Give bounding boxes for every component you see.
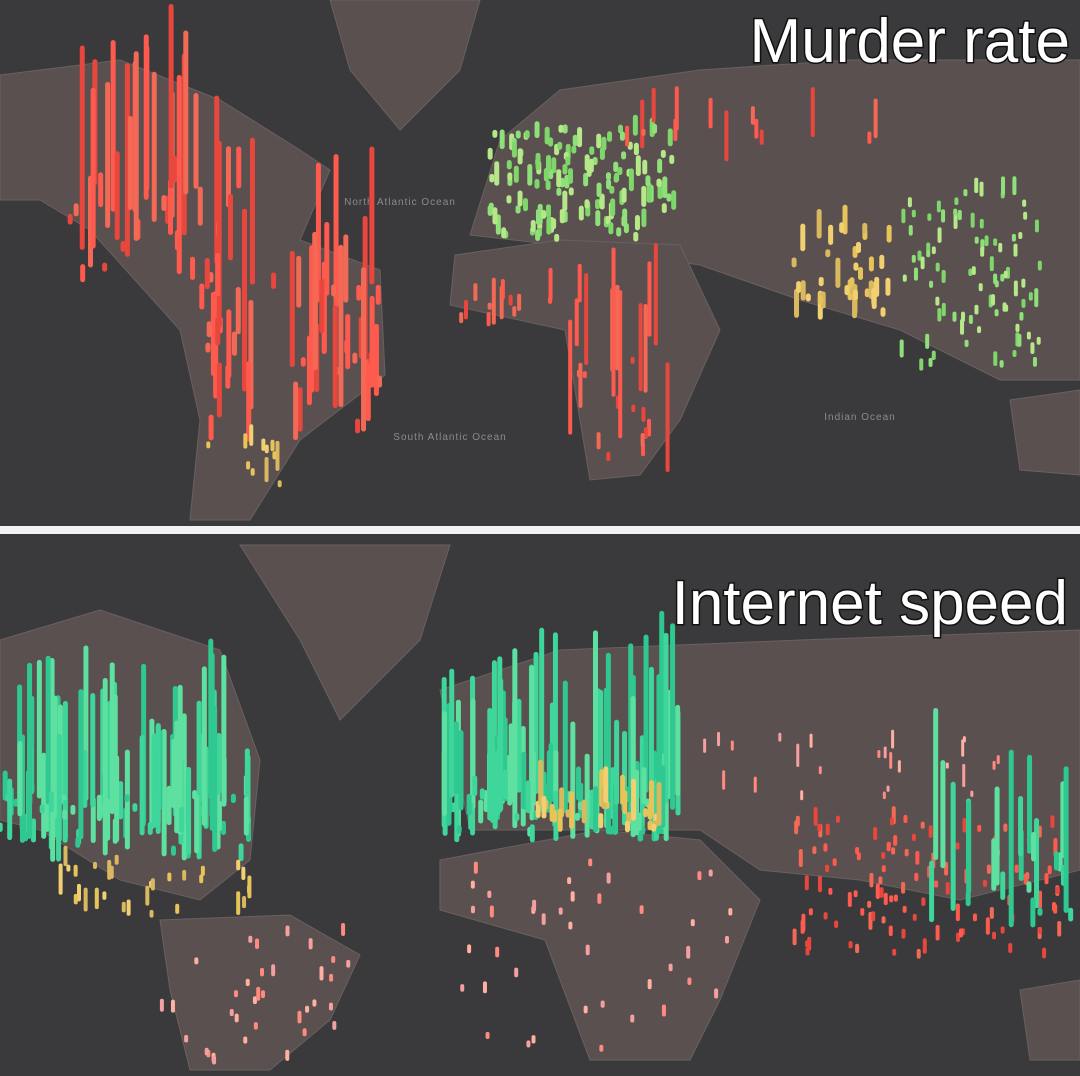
panel-title: Murder rate <box>750 7 1070 76</box>
panel-title: Internet speed <box>672 569 1068 638</box>
australia <box>1019 979 1080 1061</box>
ocean-label: North Atlantic Ocean <box>344 197 456 208</box>
bars <box>0 610 1074 1065</box>
australia <box>1009 389 1080 476</box>
greenland <box>239 544 451 721</box>
divider <box>0 526 1080 534</box>
ocean-label: South Atlantic Ocean <box>393 432 506 443</box>
bars <box>67 4 1042 488</box>
africa <box>439 829 761 1061</box>
ocean-label: Indian Ocean <box>824 412 896 423</box>
greenland <box>329 0 481 131</box>
